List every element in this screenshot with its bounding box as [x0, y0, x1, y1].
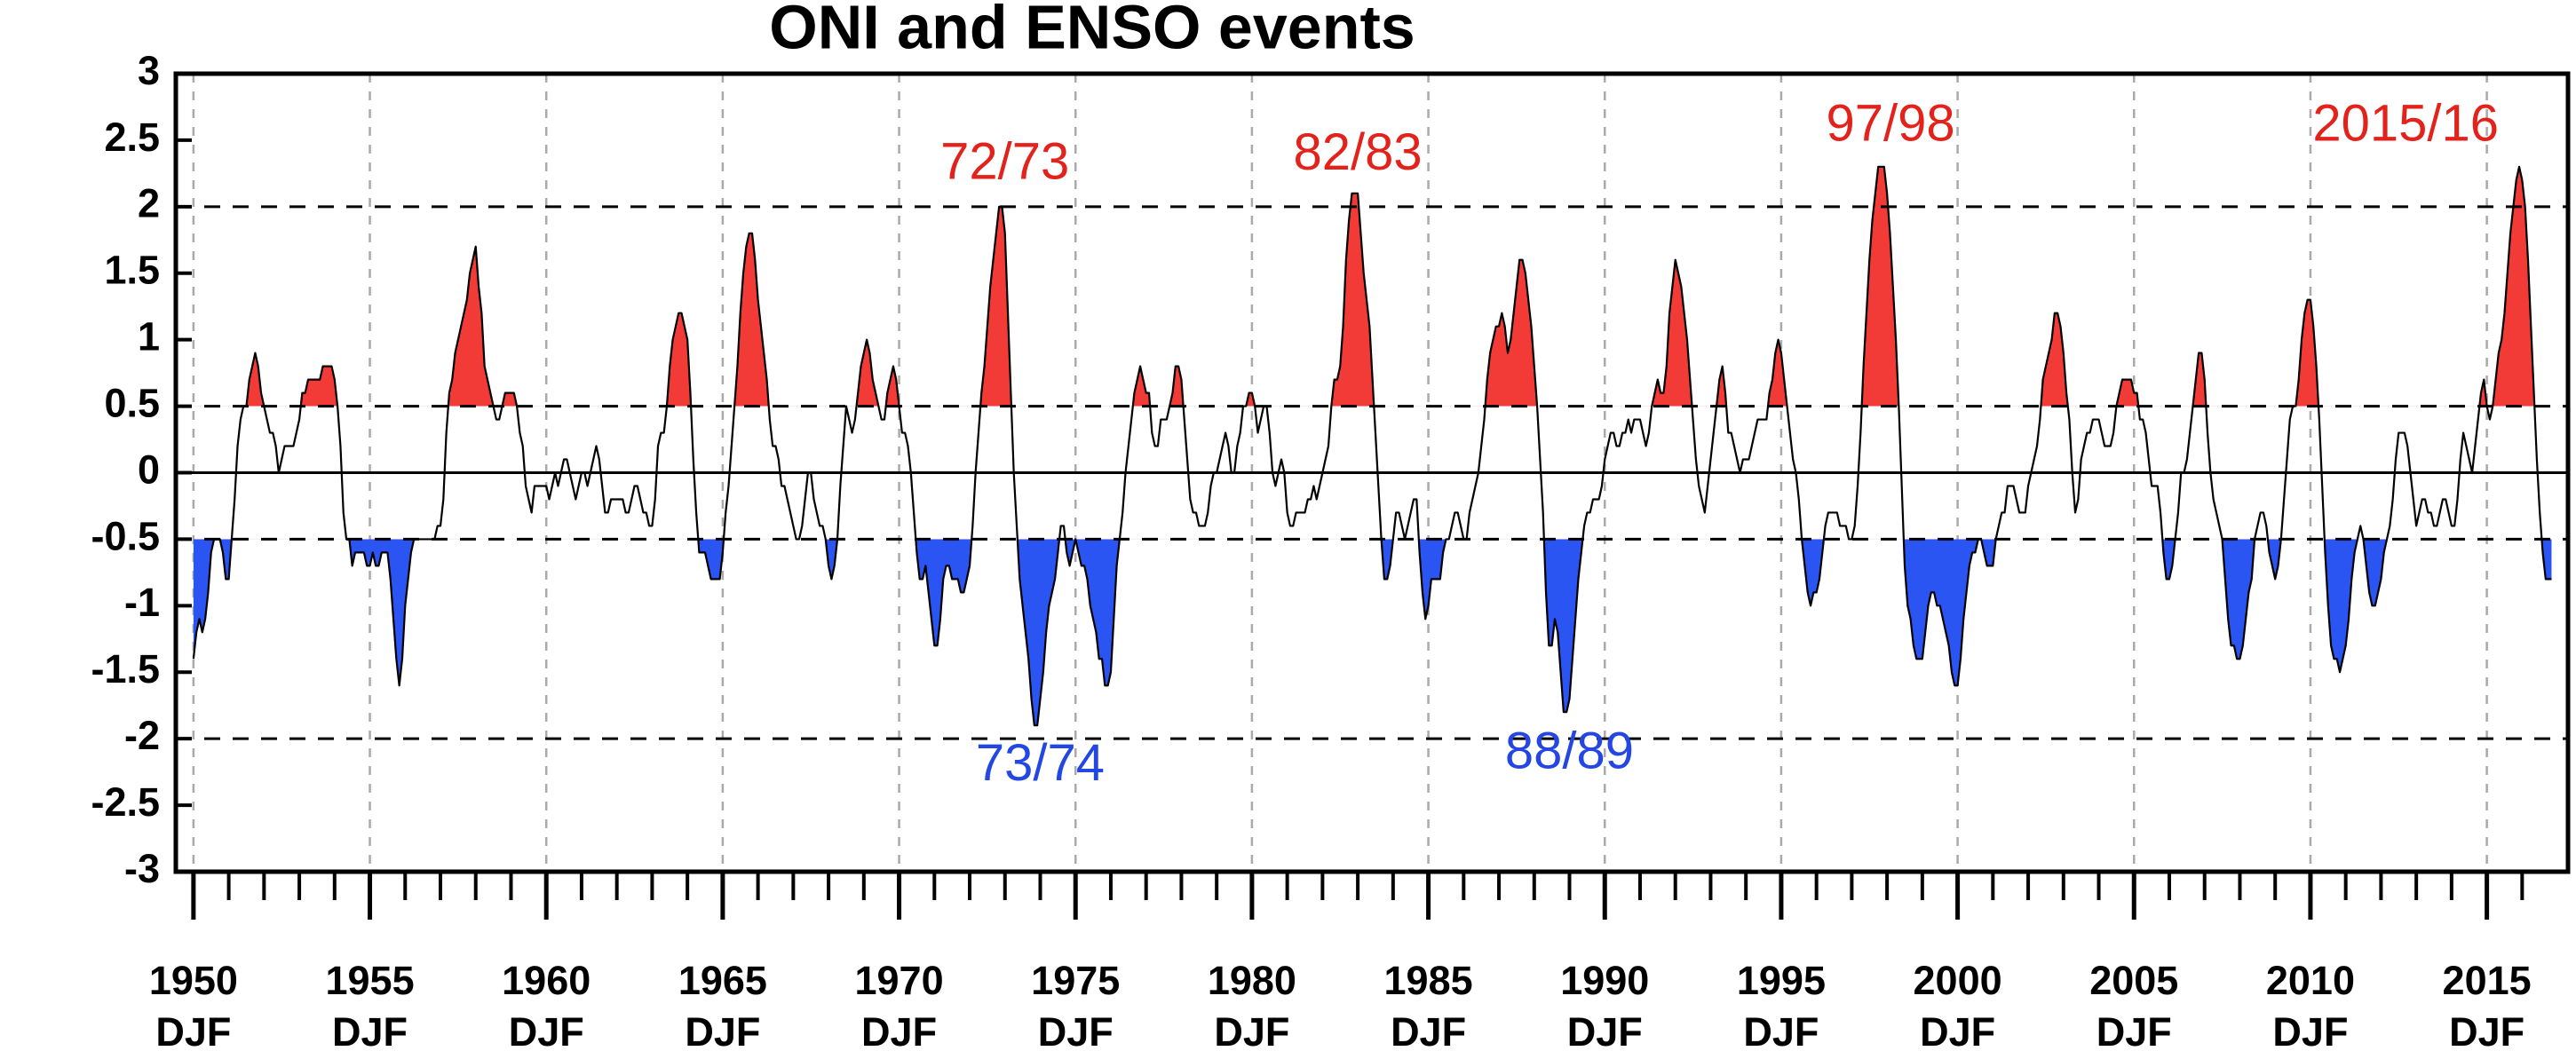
x-tick-label: 1980 [1208, 958, 1296, 1003]
x-tick-label: 1950 [149, 958, 238, 1003]
y-tick-label: 1.5 [104, 248, 160, 293]
x-tick-season: DJF [1214, 1009, 1289, 1055]
event-annotation: 88/89 [1505, 722, 1634, 779]
event-annotation: 2015/16 [2312, 94, 2499, 152]
y-tick-label: -2.5 [91, 779, 160, 825]
x-tick-label: 2010 [2266, 958, 2355, 1003]
y-tick-label: -3 [124, 846, 160, 891]
y-tick-label: -1.5 [91, 646, 160, 692]
y-tick-label: 2.5 [104, 115, 160, 160]
x-tick-label: 1990 [1560, 958, 1649, 1003]
x-tick-label: 1985 [1384, 958, 1473, 1003]
y-tick-label: 3 [138, 48, 160, 93]
x-tick-season: DJF [332, 1009, 408, 1055]
x-tick-label: 2005 [2089, 958, 2178, 1003]
x-tick-label: 1965 [678, 958, 767, 1003]
x-tick-season: DJF [1567, 1009, 1643, 1055]
x-tick-label: 2000 [1914, 958, 2002, 1003]
y-tick-label: 0 [138, 447, 160, 492]
x-tick-season: DJF [509, 1009, 584, 1055]
x-tick-season: DJF [2096, 1009, 2172, 1055]
x-tick-season: DJF [1391, 1009, 1466, 1055]
la-nina-area [193, 539, 2552, 726]
chart-title: ONI and ENSO events [769, 0, 1415, 61]
x-tick-season: DJF [2272, 1009, 2348, 1055]
x-tick-season: DJF [1920, 1009, 1995, 1055]
y-tick-label: -2 [124, 713, 160, 758]
event-annotation: 72/73 [940, 133, 1069, 191]
el-nino-area [193, 166, 2552, 407]
event-annotation: 82/83 [1294, 123, 1423, 181]
oni-line [192, 165, 2552, 727]
event-annotation: 97/98 [1827, 94, 1955, 152]
y-tick-label: 2 [138, 181, 160, 226]
x-tick-label: 1955 [325, 958, 414, 1003]
y-tick-label: -1 [124, 580, 160, 625]
x-tick-label: 1960 [502, 958, 590, 1003]
x-tick-label: 1995 [1737, 958, 1826, 1003]
event-annotation: 73/74 [976, 734, 1105, 792]
x-tick-season: DJF [1743, 1009, 1819, 1055]
x-tick-season: DJF [685, 1009, 760, 1055]
y-tick-label: 0.5 [104, 380, 160, 425]
x-tick-season: DJF [155, 1009, 231, 1055]
x-tick-label: 1975 [1031, 958, 1120, 1003]
x-tick-season: DJF [2449, 1009, 2524, 1055]
x-tick-label: 1970 [855, 958, 944, 1003]
y-tick-label: -0.5 [91, 513, 160, 558]
x-tick-season: DJF [861, 1009, 937, 1055]
x-tick-season: DJF [1038, 1009, 1114, 1055]
y-tick-label: 1 [138, 314, 160, 360]
x-tick-label: 2015 [2443, 958, 2532, 1003]
